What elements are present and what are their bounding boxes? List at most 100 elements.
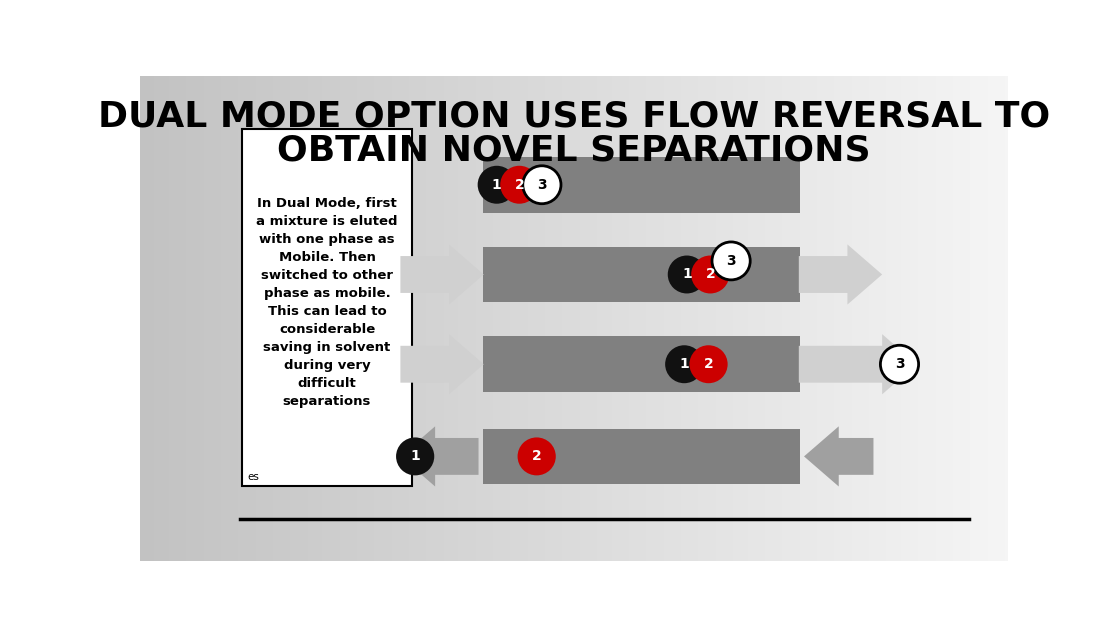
Bar: [551, 76, 553, 561]
Bar: [553, 76, 557, 561]
Bar: [149, 76, 151, 561]
Bar: [441, 76, 444, 561]
Bar: [504, 76, 507, 561]
Bar: [215, 76, 218, 561]
Bar: [646, 76, 650, 561]
Bar: [582, 76, 586, 561]
Ellipse shape: [523, 166, 561, 203]
Bar: [157, 76, 160, 561]
Bar: [858, 76, 860, 561]
Bar: [846, 76, 849, 561]
Text: 1: 1: [492, 178, 502, 192]
Bar: [189, 76, 193, 561]
Bar: [993, 76, 997, 561]
Ellipse shape: [517, 437, 556, 476]
Bar: [209, 76, 213, 561]
Bar: [915, 76, 918, 561]
Bar: [721, 76, 725, 561]
Bar: [843, 76, 846, 561]
Bar: [701, 76, 704, 561]
Bar: [438, 76, 441, 561]
Bar: [178, 76, 180, 561]
Bar: [964, 76, 968, 561]
Bar: [233, 76, 235, 561]
Bar: [140, 76, 143, 561]
Bar: [712, 76, 716, 561]
Bar: [632, 76, 635, 561]
Bar: [545, 76, 548, 561]
Bar: [273, 76, 276, 561]
Bar: [982, 76, 984, 561]
Bar: [675, 76, 678, 561]
Bar: [284, 76, 288, 561]
Bar: [866, 76, 869, 561]
Bar: [253, 76, 255, 561]
Bar: [235, 76, 239, 561]
Bar: [811, 76, 814, 561]
Bar: [921, 76, 924, 561]
Ellipse shape: [712, 242, 750, 280]
Bar: [747, 76, 750, 561]
Bar: [913, 76, 915, 561]
Bar: [155, 76, 157, 561]
Bar: [403, 76, 407, 561]
Bar: [730, 76, 734, 561]
Bar: [707, 76, 710, 561]
Bar: [588, 76, 591, 561]
Bar: [959, 76, 962, 561]
Bar: [626, 76, 629, 561]
Bar: [180, 76, 184, 561]
Bar: [250, 76, 253, 561]
Bar: [224, 76, 226, 561]
Bar: [661, 76, 664, 561]
Bar: [725, 76, 727, 561]
Bar: [444, 76, 447, 561]
Bar: [803, 76, 805, 561]
Bar: [780, 76, 782, 561]
Bar: [831, 76, 834, 561]
Bar: [939, 76, 942, 561]
Text: In Dual Mode, first
a mixture is eluted
with one phase as
Mobile. Then
switched : In Dual Mode, first a mixture is eluted …: [256, 197, 398, 408]
Bar: [343, 76, 345, 561]
Bar: [600, 76, 603, 561]
Bar: [470, 76, 473, 561]
Bar: [146, 76, 149, 561]
Bar: [617, 76, 620, 561]
Bar: [483, 157, 800, 213]
Bar: [319, 76, 323, 561]
Bar: [771, 76, 774, 561]
Bar: [942, 76, 944, 561]
Bar: [374, 76, 377, 561]
Bar: [221, 76, 224, 561]
Polygon shape: [799, 244, 883, 304]
Bar: [464, 76, 467, 561]
Bar: [825, 76, 829, 561]
Bar: [880, 76, 884, 561]
Bar: [637, 76, 641, 561]
Text: 2: 2: [514, 178, 524, 192]
Bar: [741, 76, 745, 561]
Bar: [186, 76, 189, 561]
Bar: [699, 76, 701, 561]
Bar: [690, 76, 692, 561]
Bar: [248, 76, 250, 561]
Bar: [768, 76, 771, 561]
Bar: [365, 76, 368, 561]
Bar: [935, 76, 939, 561]
Bar: [571, 76, 573, 561]
Bar: [973, 76, 977, 561]
Ellipse shape: [396, 437, 435, 476]
Bar: [692, 76, 696, 561]
Bar: [418, 76, 421, 561]
Bar: [893, 76, 895, 561]
Bar: [226, 76, 230, 561]
Bar: [955, 76, 959, 561]
Bar: [363, 76, 365, 561]
Bar: [352, 76, 354, 561]
Ellipse shape: [501, 166, 539, 203]
Polygon shape: [401, 427, 478, 486]
Bar: [476, 76, 478, 561]
Bar: [736, 76, 739, 561]
Bar: [218, 76, 221, 561]
Bar: [944, 76, 948, 561]
